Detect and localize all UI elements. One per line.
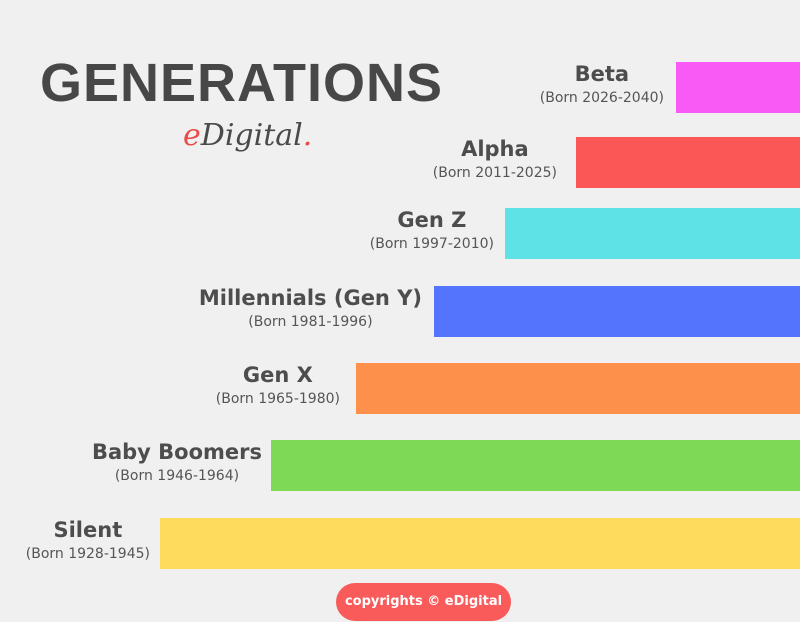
copyright-badge: copyrights © eDigital — [336, 583, 511, 621]
generation-bar — [576, 137, 800, 188]
generation-bar — [356, 363, 800, 414]
generation-born: (Born 1997-2010) — [369, 236, 494, 252]
generation-name: Beta — [574, 62, 630, 86]
generation-name: Alpha — [461, 137, 529, 161]
generation-bar — [505, 208, 800, 259]
generation-label: Beta (Born 2026-2040) — [540, 61, 664, 109]
generation-name: Gen X — [242, 363, 313, 387]
generation-bar — [676, 62, 800, 113]
generation-born: (Born 2011-2025) — [432, 165, 557, 181]
generation-name: Gen Z — [397, 208, 467, 232]
edigital-logo: eDigital. — [183, 118, 313, 153]
generation-born: (Born 1946-1964) — [114, 468, 240, 484]
generation-label: Silent (Born 1928-1945) — [26, 517, 150, 565]
generation-label: Millennials (Gen Y) (Born 1981-1996) — [199, 285, 422, 333]
generation-label: Gen X (Born 1965-1980) — [216, 362, 340, 410]
generation-name: Baby Boomers — [91, 440, 262, 464]
generation-bar — [434, 286, 800, 337]
generation-born: (Born 2026-2040) — [539, 90, 664, 106]
generation-name: Millennials (Gen Y) — [198, 286, 422, 310]
generation-born: (Born 1928-1945) — [25, 546, 150, 562]
generation-bar — [271, 440, 800, 491]
generation-label: Alpha (Born 2011-2025) — [433, 136, 557, 184]
generation-label: Baby Boomers (Born 1946-1964) — [92, 439, 262, 487]
generation-name: Silent — [53, 518, 123, 542]
generation-born: (Born 1981-1996) — [248, 314, 373, 330]
generation-label: Gen Z (Born 1997-2010) — [370, 207, 494, 255]
generation-bar — [160, 518, 800, 569]
generation-born: (Born 1965-1980) — [215, 391, 340, 407]
page-title: GENERATIONS — [40, 53, 444, 113]
